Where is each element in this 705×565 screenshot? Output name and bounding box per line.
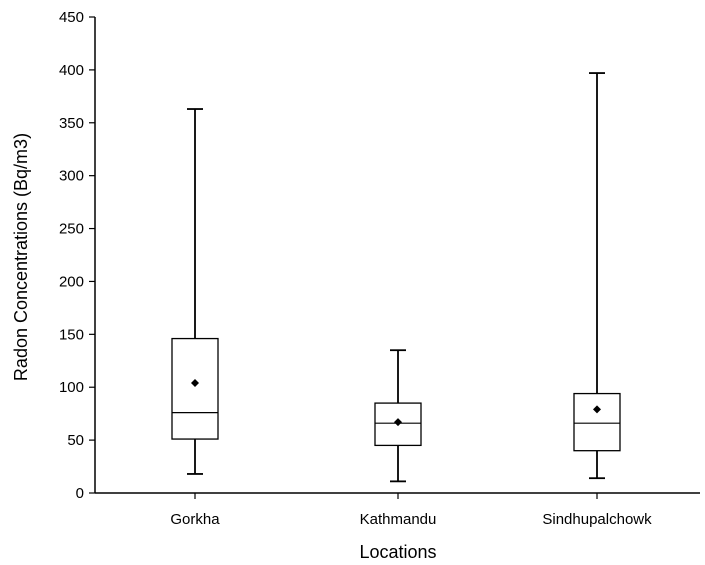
x-axis-title: Locations	[359, 542, 436, 562]
boxes	[171, 72, 621, 483]
iqr-box-gorkha	[171, 337, 219, 440]
y-tick-label-200: 200	[59, 273, 84, 290]
y-tick-label-350: 350	[59, 115, 84, 132]
y-axis-title: Radon Concentrations (Bq/m3)	[11, 133, 31, 381]
mean-marker-gorkha	[191, 378, 199, 387]
box-sindhupalchowk	[573, 72, 621, 480]
y-tick-label-150: 150	[59, 326, 84, 343]
x-tick-label-sindhupalchowk: Sindhupalchowk	[542, 511, 652, 528]
box-kathmandu	[374, 349, 422, 483]
mean-marker-kathmandu	[394, 418, 402, 427]
iqr-box-sindhupalchowk	[573, 392, 621, 452]
y-tick-label-400: 400	[59, 62, 84, 79]
y-tick-label-250: 250	[59, 221, 84, 238]
box-gorkha	[171, 108, 219, 475]
x-tick-label-gorkha: Gorkha	[170, 511, 220, 528]
y-tick-label-300: 300	[59, 168, 84, 185]
y-tick-label-100: 100	[59, 379, 84, 396]
y-axis: 0 50 100 150 200 250 300 350 400 450	[59, 9, 96, 502]
y-tick-label-450: 450	[59, 9, 84, 26]
y-tick-label-0: 0	[76, 485, 84, 502]
y-tick-label-50: 50	[67, 432, 84, 449]
x-axis: Gorkha Kathmandu Sindhupalchowk	[95, 492, 700, 528]
mean-marker-sindhupalchowk	[593, 405, 601, 414]
x-tick-label-kathmandu: Kathmandu	[360, 511, 437, 528]
